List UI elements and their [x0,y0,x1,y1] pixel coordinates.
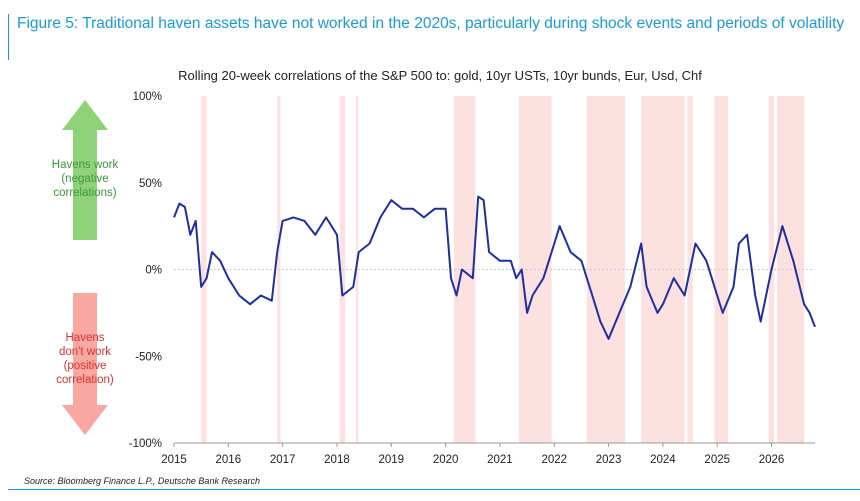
x-tick-label: 2026 [759,454,785,466]
y-tick-label: 0% [145,265,162,277]
havens-work-note: Havens work [52,159,119,171]
x-tick-label: 2022 [541,454,567,466]
havens-fail-note: don't work [59,346,111,358]
y-tick-label: -50% [135,351,162,363]
y-tick-label: 100% [133,91,162,103]
x-tick-label: 2025 [704,454,730,466]
havens-fail-note: Havens [66,332,105,344]
x-tick-label: 2016 [216,454,242,466]
down-arrow [62,293,108,435]
havens-work-note: correlations) [53,187,116,199]
havens-fail-note: (positive [64,360,107,372]
havens-fail-note: correlation) [56,374,114,386]
source: Source: Bloomberg Finance L.P., Deutsche… [8,476,860,490]
x-tick-label: 2021 [487,454,513,466]
x-tick-label: 2015 [161,454,187,466]
x-tick-label: 2017 [270,454,296,466]
x-tick-label: 2018 [324,454,350,466]
y-tick-label: 50% [139,178,162,190]
x-tick-label: 2020 [433,454,459,466]
series-line [173,195,816,340]
shaded-period [453,96,476,443]
x-tick-label: 2019 [378,454,404,466]
x-tick-label: 2024 [650,454,676,466]
x-tick-label: 2023 [596,454,622,466]
up-arrow [62,100,108,240]
chart-title: Rolling 20-week correlations of the S&P … [178,68,702,83]
figure-title: Figure 5: Traditional haven assets have … [8,14,857,60]
chart: Rolling 20-week correlations of the S&P … [52,68,816,466]
havens-work-note: (negative [61,173,108,185]
shaded-period [355,96,359,443]
shaded-period [714,96,729,443]
y-tick-label: -100% [129,438,162,450]
